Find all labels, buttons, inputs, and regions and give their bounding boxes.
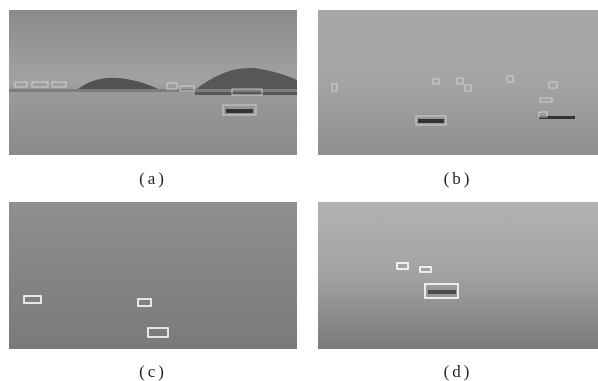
ship [418,119,444,123]
photo [318,202,598,349]
ship [226,109,253,113]
panel-a: (a) [9,10,297,188]
panel-d: (d) [318,202,598,381]
photo [318,10,598,155]
caption: (a) [139,169,167,188]
figure: (a) (b) (c) (d) [0,0,598,381]
caption: (c) [139,362,167,381]
panel-c: (c) [9,202,297,381]
ship [428,290,456,294]
caption: (b) [444,169,473,188]
page: (a) (b) (c) (d) (() => { const data = JS… [0,0,598,381]
caption: (d) [444,362,473,381]
ship [539,116,575,119]
shore [9,89,297,92]
panel-b: (b) [318,10,598,188]
photo [9,202,297,349]
